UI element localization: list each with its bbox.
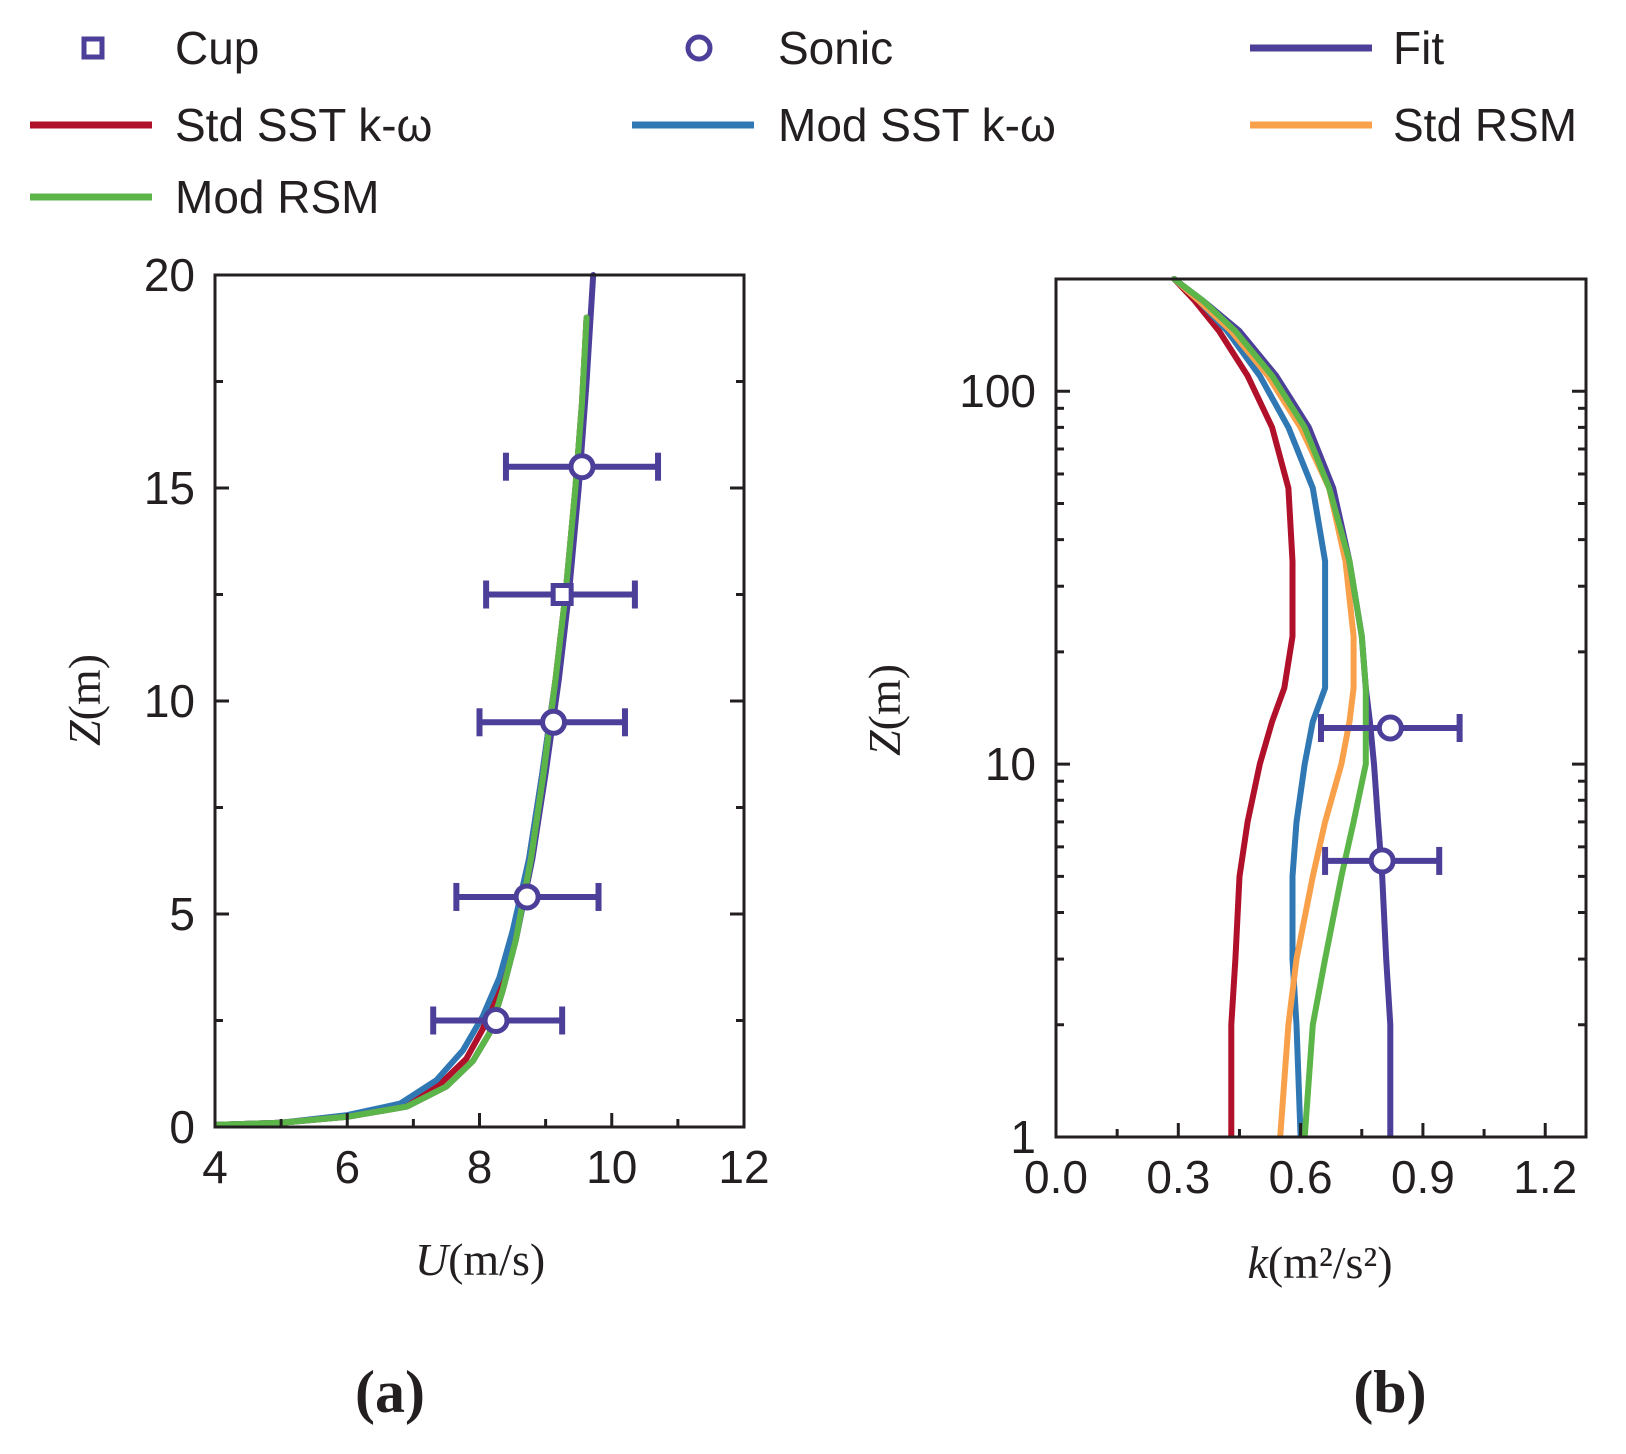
panel-a-ylabel: Z(m) xyxy=(59,654,110,746)
legend-item-std_rsm: Std RSM xyxy=(1250,99,1577,151)
y-tick-label: 10 xyxy=(985,738,1036,790)
a-series-clip-group xyxy=(215,272,597,1127)
panel-a-frame xyxy=(213,273,746,1129)
y-tick-label: 20 xyxy=(144,249,195,301)
panel-b-ticks: 0.0 0.3 0.6 0.9 1.2 1 10 100 xyxy=(959,277,1586,1203)
legend-label-mod_sst: Mod SST k-ω xyxy=(778,99,1056,151)
circle-marker-icon xyxy=(482,1007,510,1034)
series-line-std-sst-k xyxy=(1171,276,1296,1137)
panel-b-points xyxy=(1318,713,1463,875)
x-tick-label: 0.6 xyxy=(1269,1151,1333,1203)
legend-item-cup: Cup xyxy=(81,22,259,74)
legend-item-fit: Fit xyxy=(1250,22,1444,74)
y-tick-label: 100 xyxy=(959,365,1036,417)
panel-a: 4 6 8 10 12 0 5 10 15 20 U(m/s) Z(m) (a) xyxy=(59,249,770,1425)
data-point-sonic-4 xyxy=(502,452,662,481)
series-line-mod-sst-k xyxy=(1171,276,1329,1137)
data-point-cup-3 xyxy=(483,580,638,609)
legend-label-mod_rsm: Mod RSM xyxy=(175,171,379,223)
data-point-sonic-2 xyxy=(476,708,628,737)
panel-a-points xyxy=(430,452,662,1035)
panel-a-xlabel: U(m/s) xyxy=(415,1234,545,1285)
x-tick-label: 10 xyxy=(586,1141,637,1193)
series-line-std-rsm xyxy=(1171,276,1357,1137)
y-tick-label: 15 xyxy=(144,462,195,514)
panel-b-frame xyxy=(1054,277,1588,1139)
x-tick-label: 4 xyxy=(202,1141,228,1193)
legend-item-mod_rsm: Mod RSM xyxy=(30,171,379,223)
x-tick-label: 0.9 xyxy=(1391,1151,1455,1203)
circle-marker-icon xyxy=(1376,714,1404,742)
x-tick-label: 12 xyxy=(718,1141,769,1193)
y-tick-label: 10 xyxy=(144,675,195,727)
legend-square-marker-icon xyxy=(81,36,105,60)
panel-a-series xyxy=(215,272,597,1127)
legend-item-sonic: Sonic xyxy=(685,22,893,74)
y-tick-label: 1 xyxy=(1010,1111,1036,1163)
circle-marker-icon xyxy=(513,883,541,911)
data-point-sonic-1 xyxy=(1318,713,1463,742)
series-line-mod-rsm xyxy=(215,314,590,1127)
square-marker-icon xyxy=(550,583,574,606)
legend-item-mod_sst: Mod SST k-ω xyxy=(632,99,1056,151)
panel-b-xlabel: k(m²/s²) xyxy=(1247,1237,1392,1288)
panel-b-label: (b) xyxy=(1353,1359,1426,1425)
data-point-sonic-0 xyxy=(430,1006,566,1035)
legend-label-cup: Cup xyxy=(175,22,259,74)
legend-label-fit: Fit xyxy=(1393,22,1444,74)
legend-label-std_rsm: Std RSM xyxy=(1393,99,1577,151)
data-point-sonic-0 xyxy=(1322,846,1443,875)
circle-marker-icon xyxy=(1368,847,1396,875)
data-point-sonic-1 xyxy=(453,882,602,911)
b-series-clip-group xyxy=(1171,276,1394,1137)
legend-circle-marker-icon xyxy=(685,34,713,62)
x-tick-label: 6 xyxy=(334,1141,360,1193)
series-line-fit xyxy=(215,272,597,1127)
legend-label-sonic: Sonic xyxy=(778,22,893,74)
panel-b-series xyxy=(1171,276,1394,1137)
x-tick-label: 8 xyxy=(467,1141,493,1193)
y-tick-label: 5 xyxy=(169,888,195,940)
panel-b-ylabel: Z(m) xyxy=(859,664,910,756)
legend-item-std_sst: Std SST k-ω xyxy=(30,99,432,151)
x-tick-label: 0.0 xyxy=(1024,1151,1088,1203)
series-line-fit xyxy=(1171,276,1394,1137)
x-tick-label: 1.2 xyxy=(1513,1151,1577,1203)
x-tick-label: 0.3 xyxy=(1146,1151,1210,1203)
legend-label-std_sst: Std SST k-ω xyxy=(175,99,432,151)
panel-a-label: (a) xyxy=(355,1359,425,1425)
panel-b: 0.0 0.3 0.6 0.9 1.2 1 10 100 k(m²/s²) Z(m) (b) xyxy=(859,276,1588,1425)
series-line-mod-rsm xyxy=(1171,276,1369,1137)
circle-marker-icon xyxy=(568,453,596,481)
legend: Cup Sonic Fit Std SST k-ω Mod SST k-ω Std RSM… xyxy=(30,22,1577,223)
circle-marker-icon xyxy=(540,708,568,736)
panel-a-ticks: 4 6 8 10 12 0 5 10 15 20 xyxy=(144,249,770,1193)
y-tick-label: 0 xyxy=(169,1101,195,1153)
